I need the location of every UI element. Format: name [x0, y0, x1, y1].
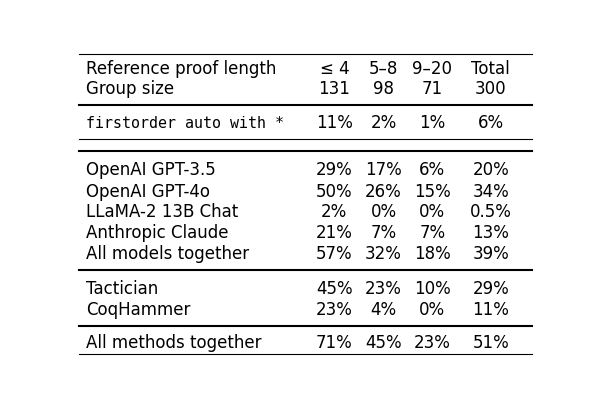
Text: 34%: 34% — [472, 183, 509, 201]
Text: All models together: All models together — [86, 245, 249, 263]
Text: 18%: 18% — [414, 245, 451, 263]
Text: CoqHammer: CoqHammer — [86, 301, 190, 319]
Text: ≤ 4: ≤ 4 — [320, 59, 349, 78]
Text: 57%: 57% — [316, 245, 353, 263]
Text: 13%: 13% — [472, 224, 509, 242]
Text: 300: 300 — [475, 80, 507, 97]
Text: 21%: 21% — [316, 224, 353, 242]
Text: 17%: 17% — [365, 161, 402, 179]
Text: 0.5%: 0.5% — [470, 204, 512, 221]
Text: 39%: 39% — [472, 245, 509, 263]
Text: 10%: 10% — [414, 280, 451, 299]
Text: 0%: 0% — [419, 204, 446, 221]
Text: 1%: 1% — [419, 114, 446, 132]
Text: 71%: 71% — [316, 334, 353, 351]
Text: 7%: 7% — [371, 224, 397, 242]
Text: Tactician: Tactician — [86, 280, 158, 299]
Text: 15%: 15% — [414, 183, 451, 201]
Text: 6%: 6% — [419, 161, 446, 179]
Text: 98: 98 — [373, 80, 394, 97]
Text: OpenAI GPT-3.5: OpenAI GPT-3.5 — [86, 161, 216, 179]
Text: 26%: 26% — [365, 183, 402, 201]
Text: 29%: 29% — [316, 161, 353, 179]
Text: 0%: 0% — [371, 204, 397, 221]
Text: 23%: 23% — [316, 301, 353, 319]
Text: 23%: 23% — [414, 334, 451, 351]
Text: 131: 131 — [318, 80, 350, 97]
Text: 2%: 2% — [371, 114, 397, 132]
Text: 11%: 11% — [472, 301, 509, 319]
Text: Anthropic Claude: Anthropic Claude — [86, 224, 228, 242]
Text: 4%: 4% — [371, 301, 397, 319]
Text: 45%: 45% — [316, 280, 353, 299]
Text: 29%: 29% — [472, 280, 509, 299]
Text: 6%: 6% — [478, 114, 504, 132]
Text: OpenAI GPT-4o: OpenAI GPT-4o — [86, 183, 210, 201]
Text: 2%: 2% — [321, 204, 347, 221]
Text: Group size: Group size — [86, 80, 174, 97]
Text: 9–20: 9–20 — [412, 59, 453, 78]
Text: 0%: 0% — [419, 301, 446, 319]
Text: 23%: 23% — [365, 280, 402, 299]
Text: 50%: 50% — [316, 183, 353, 201]
Text: 20%: 20% — [472, 161, 509, 179]
Text: 5–8: 5–8 — [369, 59, 399, 78]
Text: 32%: 32% — [365, 245, 402, 263]
Text: LLaMA-2 13B Chat: LLaMA-2 13B Chat — [86, 204, 238, 221]
Text: 45%: 45% — [365, 334, 402, 351]
Text: 11%: 11% — [316, 114, 353, 132]
Text: 7%: 7% — [419, 224, 446, 242]
Text: All methods together: All methods together — [86, 334, 261, 351]
Text: Total: Total — [472, 59, 510, 78]
Text: 51%: 51% — [472, 334, 509, 351]
Text: Reference proof length: Reference proof length — [86, 59, 276, 78]
Text: 71: 71 — [422, 80, 443, 97]
Text: firstorder auto with *: firstorder auto with * — [86, 116, 284, 130]
